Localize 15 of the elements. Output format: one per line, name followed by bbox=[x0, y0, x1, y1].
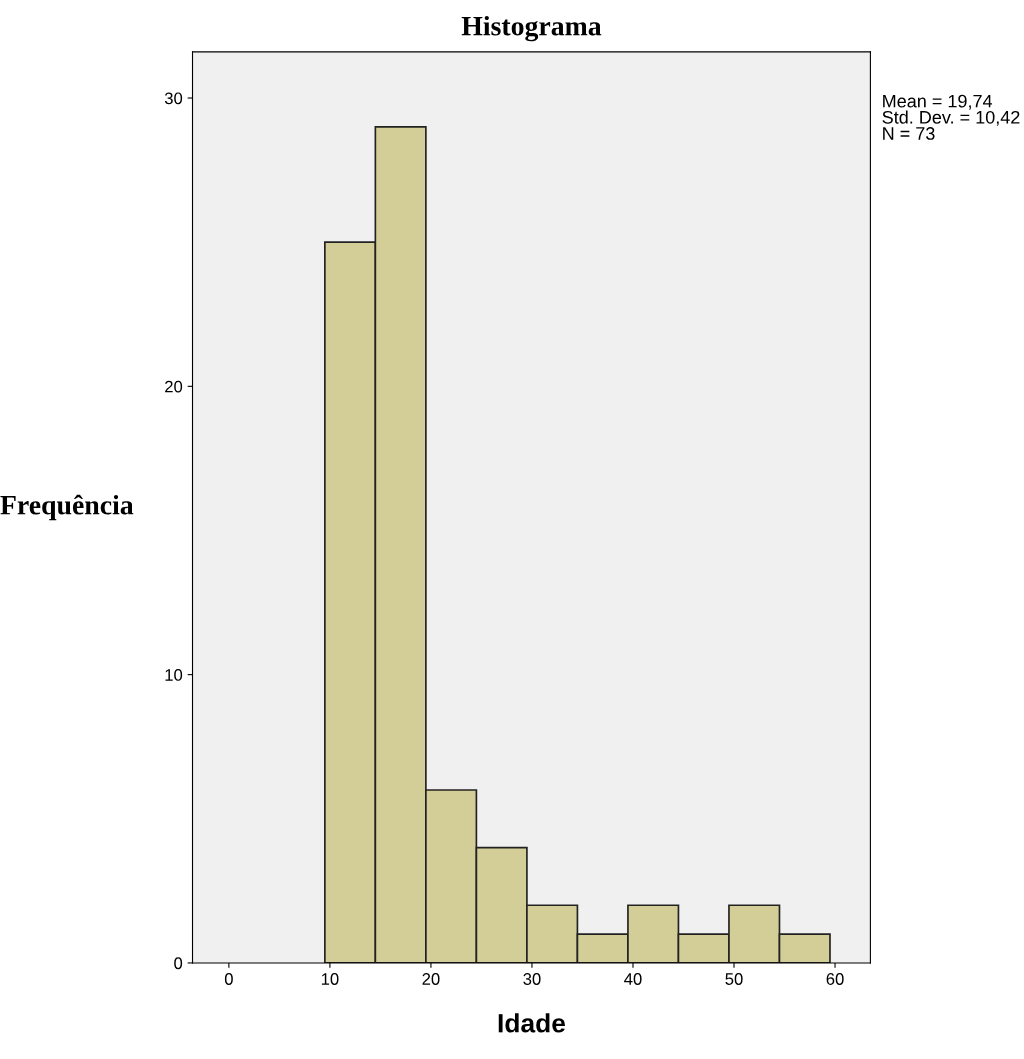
x-tick-label: 60 bbox=[826, 973, 844, 985]
x-tick-label: 20 bbox=[422, 973, 440, 985]
x-tick-label: 0 bbox=[224, 973, 233, 985]
x-tick-label: 50 bbox=[725, 973, 743, 985]
y-tick-label: 0 bbox=[174, 957, 183, 970]
y-tick-label: 30 bbox=[164, 92, 183, 105]
y-tick-label: 10 bbox=[165, 669, 183, 681]
y-tick-label: 20 bbox=[165, 380, 183, 393]
text: Mean = 19,74 Std. Dev. = 10,42 N = 73 bbox=[882, 94, 1020, 140]
chart-title: Histograma bbox=[461, 15, 602, 42]
y-axis-title: Frequência bbox=[0, 494, 134, 521]
x-tick-label: 40 bbox=[624, 973, 642, 985]
x-axis-title: Idade bbox=[498, 1013, 566, 1033]
x-tick-label: 10 bbox=[321, 973, 339, 985]
x-tick-label: 30 bbox=[523, 973, 541, 985]
